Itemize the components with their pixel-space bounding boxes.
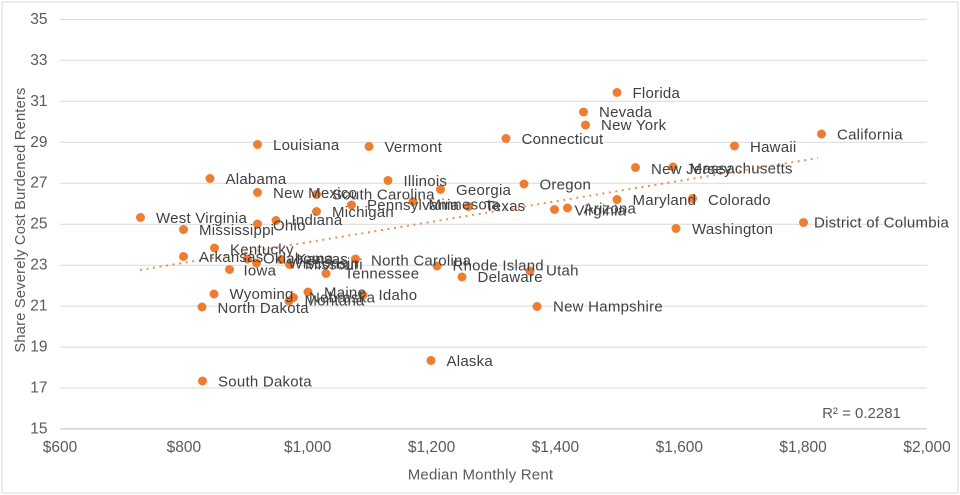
svg-text:27: 27 [30, 175, 47, 192]
svg-text:Tennessee: Tennessee [345, 266, 420, 283]
svg-text:$800: $800 [167, 439, 202, 456]
svg-text:Wyoming: Wyoming [230, 286, 294, 303]
svg-text:Indiana: Indiana [292, 212, 343, 229]
svg-text:$2,000: $2,000 [903, 439, 951, 456]
svg-text:$1,000: $1,000 [284, 439, 332, 456]
svg-text:29: 29 [30, 134, 47, 151]
svg-text:21: 21 [30, 298, 47, 315]
svg-text:Illinois: Illinois [404, 173, 448, 190]
svg-text:Delaware: Delaware [478, 269, 543, 286]
svg-text:Nebraska: Nebraska [309, 290, 376, 307]
svg-text:Georgia: Georgia [456, 182, 512, 199]
svg-text:New Mexico: New Mexico [273, 185, 357, 202]
svg-text:Rhode Island: Rhode Island [453, 258, 544, 275]
svg-text:Colorado: Colorado [708, 192, 771, 209]
svg-text:35: 35 [30, 11, 47, 28]
svg-text:Montana: Montana [305, 293, 366, 310]
svg-text:North Dakota: North Dakota [218, 300, 310, 317]
svg-text:New York: New York [601, 117, 667, 134]
svg-text:South Carolina: South Carolina [332, 187, 435, 204]
svg-text:$1,600: $1,600 [656, 439, 704, 456]
svg-text:New Hampshire: New Hampshire [553, 299, 663, 316]
svg-text:Michigan: Michigan [332, 204, 394, 221]
svg-text:33: 33 [30, 52, 47, 69]
svg-text:Hawaii: Hawaii [750, 139, 797, 156]
svg-text:23: 23 [30, 257, 47, 274]
svg-text:Oklahoma: Oklahoma [263, 251, 334, 268]
svg-text:Texas: Texas [485, 198, 525, 215]
svg-text:R² = 0.2281: R² = 0.2281 [822, 405, 901, 422]
svg-text:25: 25 [30, 216, 47, 233]
svg-text:Alaska: Alaska [447, 353, 494, 370]
svg-text:31: 31 [30, 93, 47, 110]
svg-text:15: 15 [30, 420, 47, 437]
svg-text:Idaho: Idaho [379, 287, 418, 304]
svg-text:Mississippi: Mississippi [199, 222, 274, 239]
svg-text:17: 17 [30, 380, 47, 397]
svg-text:Florida: Florida [633, 85, 681, 102]
svg-text:North Carolina: North Carolina [371, 253, 472, 270]
svg-text:South Dakota: South Dakota [218, 374, 312, 391]
svg-text:District of Columbia: District of Columbia [814, 215, 949, 232]
svg-text:$1,200: $1,200 [408, 439, 456, 456]
svg-text:Connecticut: Connecticut [522, 131, 605, 148]
svg-text:Washington: Washington [692, 221, 773, 238]
svg-text:Median Monthly Rent: Median Monthly Rent [408, 467, 554, 484]
svg-text:New Jersey: New Jersey [651, 161, 732, 178]
svg-text:Oregon: Oregon [540, 177, 592, 194]
svg-text:Wisconsin: Wisconsin [289, 256, 360, 273]
svg-text:Arizona: Arizona [584, 201, 637, 218]
svg-text:Maryland: Maryland [633, 192, 697, 209]
svg-text:Minnesota: Minnesota [429, 197, 501, 214]
svg-text:Ohio: Ohio [273, 218, 306, 235]
svg-text:19: 19 [30, 339, 47, 356]
svg-text:Pennsylvania: Pennsylvania [367, 197, 460, 214]
svg-text:Share Severely Cost Burdened R: Share Severely Cost Burdened Renters [13, 87, 29, 352]
svg-text:Vermont: Vermont [385, 139, 443, 156]
svg-text:$1,400: $1,400 [532, 439, 580, 456]
svg-text:Arkansas: Arkansas [199, 249, 264, 266]
svg-text:Kentucky: Kentucky [230, 242, 294, 259]
svg-text:California: California [837, 127, 903, 144]
svg-text:$1,800: $1,800 [779, 439, 827, 456]
svg-text:Utah: Utah [546, 263, 579, 280]
svg-text:Louisiana: Louisiana [273, 137, 340, 154]
svg-text:Alabama: Alabama [226, 171, 287, 188]
svg-text:West Virginia: West Virginia [156, 210, 247, 227]
svg-text:Virginia: Virginia [575, 203, 627, 220]
svg-text:Missouri: Missouri [305, 257, 363, 274]
svg-text:Maine: Maine [324, 285, 366, 302]
svg-text:Massachusetts: Massachusetts [690, 161, 793, 178]
svg-text:Kansas: Kansas [297, 251, 349, 268]
svg-text:$600: $600 [43, 439, 78, 456]
svg-text:Iowa: Iowa [244, 263, 277, 280]
svg-text:Nevada: Nevada [599, 104, 653, 121]
